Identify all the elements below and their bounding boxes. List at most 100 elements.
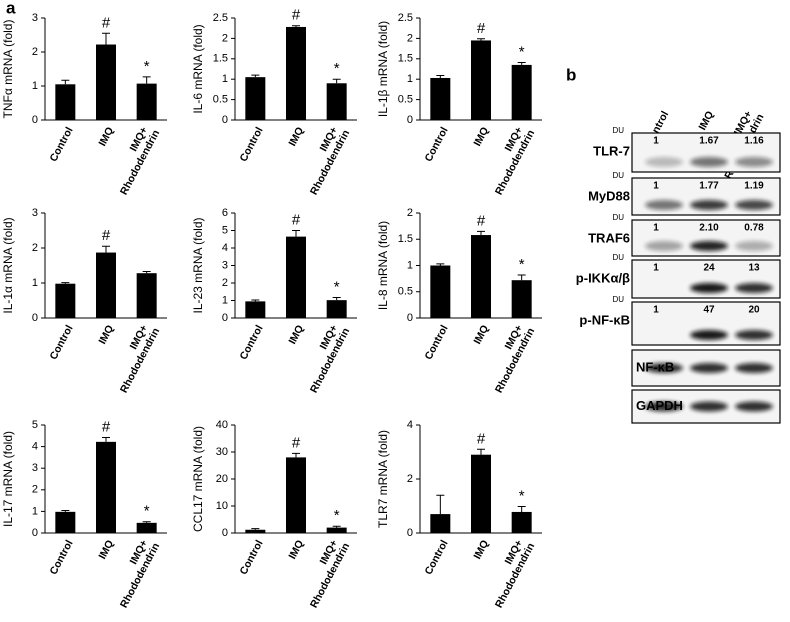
bar [471, 235, 491, 318]
y-axis-label: IL-23 mRNA (fold) [191, 217, 205, 313]
blot-row-name: TRAF6 [588, 230, 630, 245]
panel-label: a [6, 0, 16, 17]
y-tick-label: 2 [407, 473, 413, 485]
x-tick-label: IMQ [286, 538, 306, 561]
blot-row-name: NF-κB [636, 359, 674, 374]
x-tick-label: IMQ+ Rhododendrin [482, 535, 537, 610]
y-tick-label: 0 [407, 114, 413, 126]
blot-band [735, 241, 773, 251]
x-tick-label: Control [237, 125, 265, 164]
error-bar [251, 528, 260, 530]
y-tick-label: 3 [32, 207, 38, 219]
bar [430, 265, 451, 318]
blot-band [645, 200, 683, 210]
blot-value: 24 [703, 263, 715, 274]
x-tick-label: IMQ [471, 125, 491, 148]
y-tick-label: 2.5 [213, 12, 228, 24]
bar [430, 514, 451, 533]
error-bar [251, 299, 260, 302]
y-tick-label: 0 [222, 312, 228, 324]
blot-row-name: GAPDH [636, 398, 683, 413]
blot-value: 1.19 [744, 181, 764, 192]
blot-band [690, 283, 728, 293]
bar [471, 454, 491, 533]
error-bar [436, 494, 445, 515]
y-tick-label: 1 [222, 73, 228, 85]
error-bar [332, 525, 341, 528]
y-axis-label: IL-8 mRNA (fold) [376, 221, 390, 310]
bar [55, 511, 76, 533]
blot-value: 1 [653, 181, 659, 192]
error-bar [517, 506, 526, 512]
blot-unit: DU [612, 213, 624, 222]
x-tick-label: Control [422, 538, 450, 577]
blot-band [690, 330, 728, 340]
error-bar [517, 274, 526, 281]
bar [511, 280, 532, 318]
blot-value: 2.10 [699, 223, 719, 234]
blot-band [735, 363, 773, 373]
y-tick-label: 4 [222, 242, 228, 254]
blot-band [735, 157, 773, 167]
significance-mark: * [334, 278, 340, 295]
bar [245, 77, 266, 120]
blot-value: 1.16 [744, 136, 764, 147]
y-tick-label: 40 [216, 419, 228, 431]
y-tick-label: 0 [32, 114, 38, 126]
blot-unit: DU [612, 295, 624, 304]
error-bar [292, 230, 300, 237]
x-tick-label: IMQ+ Rhododendrin [482, 320, 537, 395]
blot-value: 13 [748, 263, 760, 274]
bar [55, 84, 76, 120]
y-tick-label: 4 [32, 441, 38, 453]
y-tick-label: 0.5 [398, 94, 413, 106]
significance-mark: # [292, 434, 301, 451]
y-tick-label: 10 [216, 500, 228, 512]
error-bar [477, 230, 485, 236]
error-bar [332, 297, 341, 301]
blot-value: 47 [703, 305, 715, 316]
significance-mark: # [292, 211, 301, 228]
x-tick-label: IMQ [471, 323, 491, 346]
error-bar [477, 448, 485, 455]
y-tick-label: 6 [222, 207, 228, 219]
y-tick-label: 1 [32, 505, 38, 517]
y-axis-label: TLR7 mRNA (fold) [376, 430, 390, 528]
y-tick-label: 0 [407, 312, 413, 324]
bar [286, 26, 306, 121]
significance-mark: * [519, 43, 525, 60]
significance-mark: * [334, 60, 340, 77]
blot-band [690, 157, 728, 167]
blot-value: 1 [653, 136, 659, 147]
blot-row-name: p-NF-κB [579, 312, 630, 327]
y-tick-label: 3 [222, 259, 228, 271]
blot-band [645, 241, 683, 251]
error-bar [477, 38, 485, 41]
x-tick-label: IMQ+ Rhododendrin [107, 320, 162, 395]
x-tick-label: IMQ [286, 125, 306, 148]
error-bar [436, 75, 445, 78]
blot-band [690, 241, 728, 251]
x-tick-label: IMQ [96, 538, 116, 561]
error-bar [61, 282, 70, 284]
bar [326, 300, 347, 318]
y-tick-label: 1 [32, 277, 38, 289]
significance-mark: # [477, 212, 486, 229]
error-bar [102, 245, 110, 253]
y-tick-label: 2.5 [398, 12, 413, 24]
blot-band [735, 330, 773, 340]
bar [245, 301, 266, 318]
bar [326, 83, 347, 120]
blot-band [735, 200, 773, 210]
blot-value: 0.78 [744, 223, 764, 234]
y-tick-label: 0.5 [213, 94, 228, 106]
y-tick-label: 4 [407, 419, 413, 431]
x-tick-label: Control [47, 538, 75, 577]
y-tick-label: 2 [32, 484, 38, 496]
x-tick-label: Control [47, 323, 75, 362]
y-tick-label: 2 [32, 242, 38, 254]
error-bar [142, 76, 151, 84]
bar [286, 457, 306, 533]
blot-unit: DU [612, 126, 624, 135]
blot-band [735, 283, 773, 293]
